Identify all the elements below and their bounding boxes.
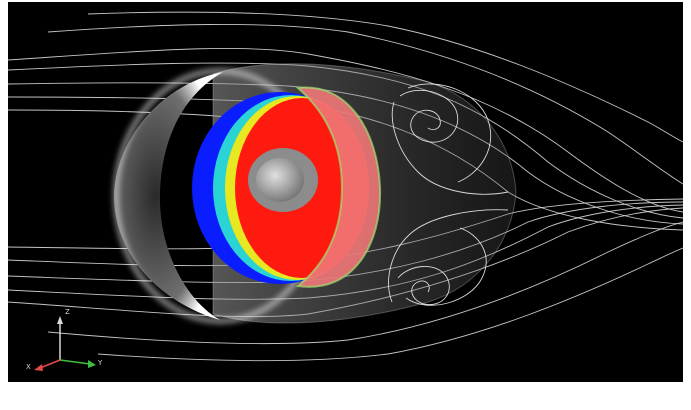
axis-right-line bbox=[59, 359, 91, 365]
vortex-lower bbox=[388, 209, 509, 306]
render-viewport[interactable]: Z X Y bbox=[8, 2, 683, 382]
axis-left-line bbox=[39, 359, 61, 369]
axes-triad bbox=[34, 316, 96, 371]
hub-inner bbox=[256, 158, 304, 202]
outer-shell bbox=[113, 72, 223, 320]
axis-vertical-label: Z bbox=[65, 308, 70, 316]
axis-vertical-head bbox=[57, 316, 63, 324]
axis-left-head bbox=[34, 364, 43, 371]
flow-scene bbox=[8, 11, 683, 362]
axis-right-head bbox=[88, 360, 96, 368]
vortex-upper bbox=[391, 83, 509, 195]
axis-right-label: Y bbox=[98, 359, 103, 367]
axis-left-label: X bbox=[26, 363, 31, 371]
